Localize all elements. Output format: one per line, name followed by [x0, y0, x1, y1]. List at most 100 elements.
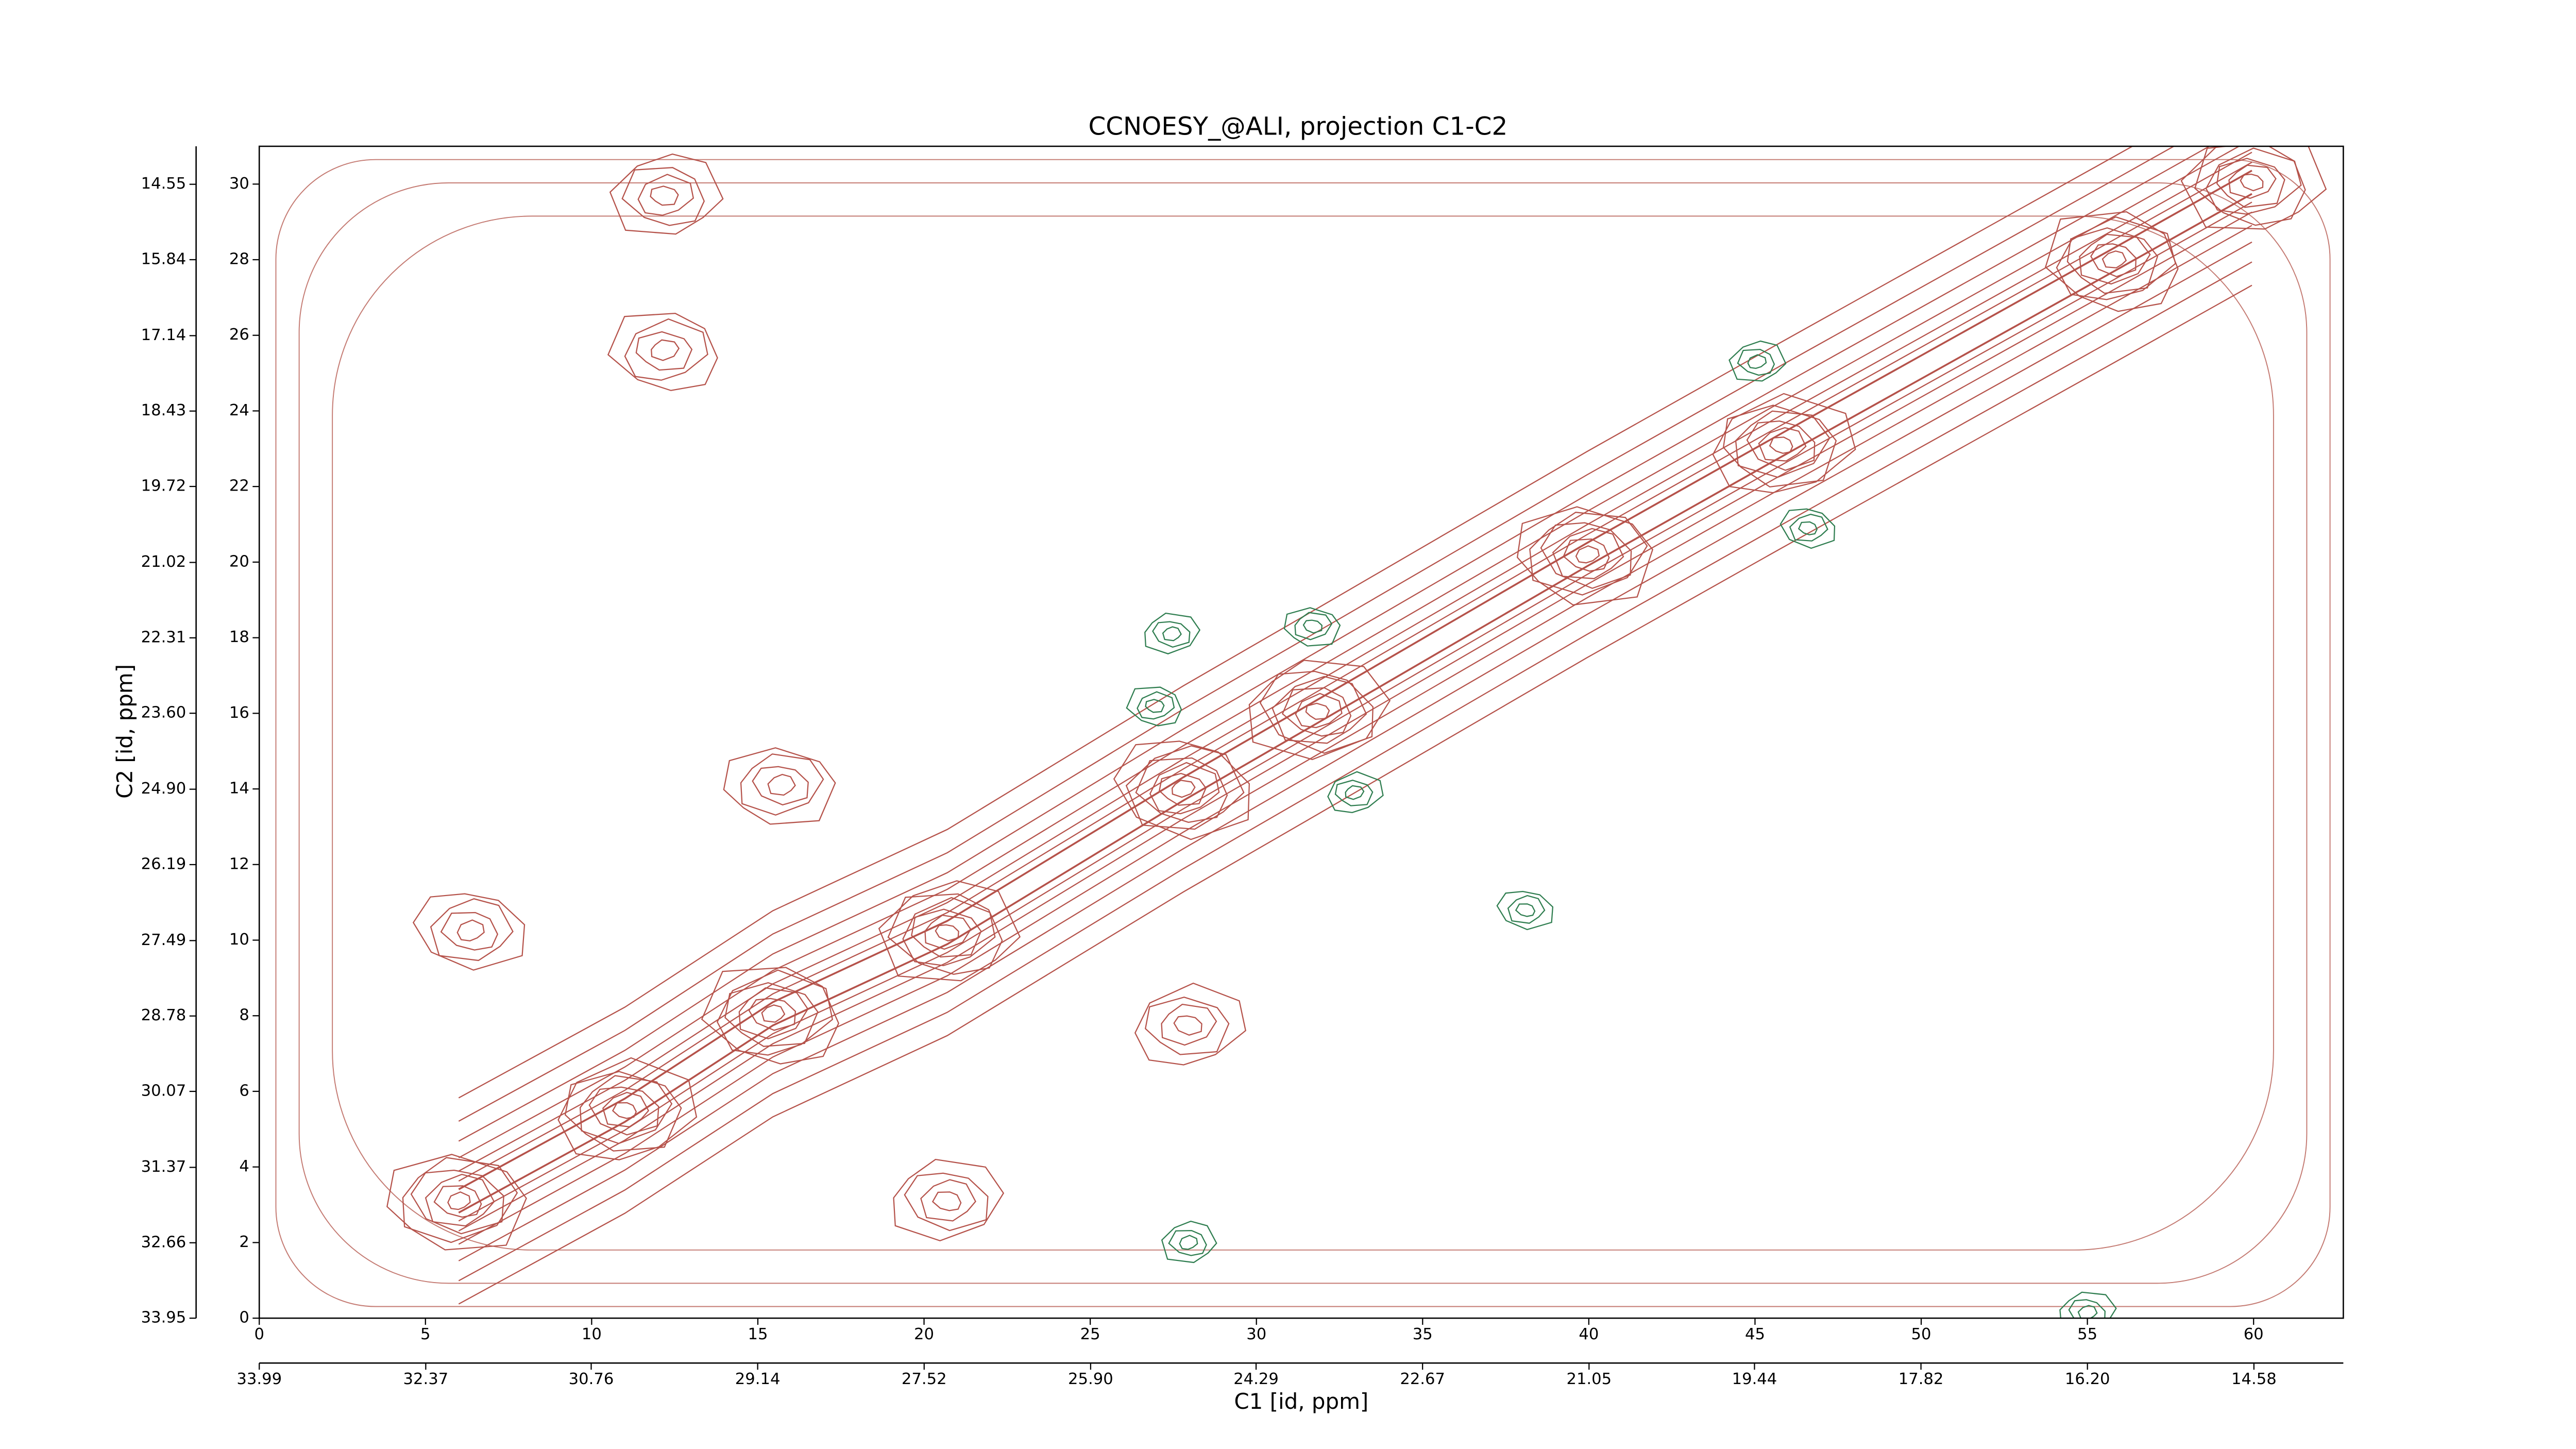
- contour-ring: [1173, 1015, 1202, 1036]
- x-tick-label: 25: [1080, 1325, 1100, 1343]
- contour-ring: [2045, 211, 2179, 312]
- contour-ring: [1134, 982, 1246, 1066]
- contour-ring: [1125, 745, 1245, 830]
- diagonal-ridge: [458, 146, 2211, 1142]
- x-tick-label: 35: [1413, 1325, 1433, 1343]
- x-tick-label: 15: [748, 1325, 768, 1343]
- contour-ring: [1728, 340, 1787, 382]
- contour-ring: [1789, 513, 1828, 542]
- diagonal-ridge: [458, 193, 2252, 1214]
- x2-tick-label: 17.82: [1899, 1370, 1944, 1388]
- contour-ring: [935, 924, 959, 942]
- contour-ring: [1113, 740, 1250, 840]
- x2-tick-label: 16.20: [2065, 1370, 2110, 1388]
- y-tick-label: 12: [229, 855, 249, 873]
- diagonal-ridge: [458, 146, 2175, 1122]
- contour-ring: [1747, 354, 1767, 369]
- y2-tick-label: 28.78: [141, 1006, 187, 1024]
- contour-ring: [1283, 607, 1341, 647]
- contour-ring: [767, 773, 796, 796]
- contour-ring: [456, 919, 485, 941]
- contour-ring: [635, 331, 693, 371]
- x-tick-label: 5: [420, 1325, 431, 1343]
- edge-contour: [275, 159, 2331, 1307]
- contour-ring: [2077, 1305, 2098, 1319]
- contour-ring: [1769, 436, 1793, 454]
- x2-tick-label: 25.90: [1068, 1370, 1113, 1388]
- contour-ring: [1563, 538, 1610, 572]
- edge-contour: [298, 182, 2308, 1284]
- y2-tick-label: 19.72: [141, 477, 187, 495]
- contour-ring: [1552, 528, 1624, 580]
- contour-ring: [1516, 506, 1654, 606]
- diagonal-ridge: [458, 261, 2252, 1282]
- contour-ring: [624, 318, 708, 381]
- contour-ring: [752, 766, 809, 806]
- contour-ring: [1746, 420, 1816, 471]
- contour-ring: [701, 967, 839, 1065]
- contour-ring: [1294, 612, 1333, 641]
- edge-contour: [332, 215, 2274, 1251]
- contour-ring: [1305, 702, 1330, 720]
- contour-ring: [1798, 521, 1818, 535]
- contour-ring: [1172, 780, 1196, 798]
- plot-area: [386, 146, 2327, 1319]
- contour-ring: [1159, 772, 1207, 806]
- y2-tick-label: 26.19: [141, 855, 187, 873]
- contour-ring: [440, 912, 499, 951]
- contour-ring: [1515, 903, 1536, 917]
- contour-ring: [1302, 619, 1323, 634]
- y2-tick-label: 15.84: [141, 250, 187, 268]
- y2-tick-label: 18.43: [141, 401, 187, 419]
- y2-tick-label: 32.66: [141, 1233, 187, 1251]
- contour-ring: [651, 339, 680, 361]
- x2-tick-label: 22.67: [1400, 1370, 1445, 1388]
- contour-ring: [1737, 348, 1775, 376]
- contour-ring: [1334, 780, 1374, 806]
- contour-ring: [1345, 785, 1365, 800]
- contour-ring: [1735, 410, 1831, 478]
- contour-ring: [1712, 393, 1856, 494]
- diagonal-ridge: [458, 146, 2134, 1099]
- y-tick-label: 22: [229, 477, 249, 495]
- contour-ring: [1507, 895, 1546, 924]
- contour-ring: [386, 1154, 527, 1251]
- x2-tick-label: 24.29: [1233, 1370, 1279, 1388]
- contour-ring: [2180, 146, 2327, 230]
- y-tick-label: 16: [229, 704, 249, 722]
- y-tick-label: 4: [239, 1157, 249, 1175]
- contour-ring: [748, 998, 796, 1031]
- diagonal-ridge: [458, 146, 2240, 1158]
- contour-ring: [738, 987, 809, 1040]
- contour-ring: [1259, 670, 1374, 754]
- x2-tick-label: 33.99: [236, 1370, 282, 1388]
- contour-ring: [1272, 676, 1367, 744]
- contour-ring: [2102, 250, 2127, 268]
- contour-ring: [602, 1091, 650, 1127]
- contour-ring: [1168, 1229, 1207, 1256]
- contour-ring: [433, 1185, 482, 1218]
- contour-ring: [1149, 762, 1220, 815]
- y-tick-label: 26: [229, 326, 249, 344]
- contour-ring: [920, 1179, 976, 1222]
- diagonal-ridge: [458, 161, 2252, 1182]
- y-tick-label: 2: [239, 1233, 249, 1251]
- chart-title: CCNOESY_@ALI, projection C1-C2: [1088, 112, 1507, 141]
- diagonal-ridge: [458, 170, 2252, 1190]
- x-tick-label: 20: [914, 1325, 934, 1343]
- contour-ring: [723, 747, 836, 825]
- contour-ring: [637, 174, 694, 216]
- y2-tick-label: 14.55: [141, 175, 187, 193]
- diagonal-ridge: [458, 284, 2252, 1305]
- contour-ring: [1722, 405, 1837, 488]
- contour-ring: [2079, 233, 2151, 285]
- contour-ring: [893, 1158, 1005, 1241]
- y-tick-label: 30: [229, 175, 249, 193]
- contour-ring: [607, 312, 718, 391]
- contour-ring: [2068, 1299, 2106, 1319]
- contour-ring: [557, 1057, 698, 1160]
- diagonal-ridge: [458, 151, 2252, 1172]
- contour-ring: [1135, 757, 1228, 823]
- contour-ring: [564, 1071, 682, 1152]
